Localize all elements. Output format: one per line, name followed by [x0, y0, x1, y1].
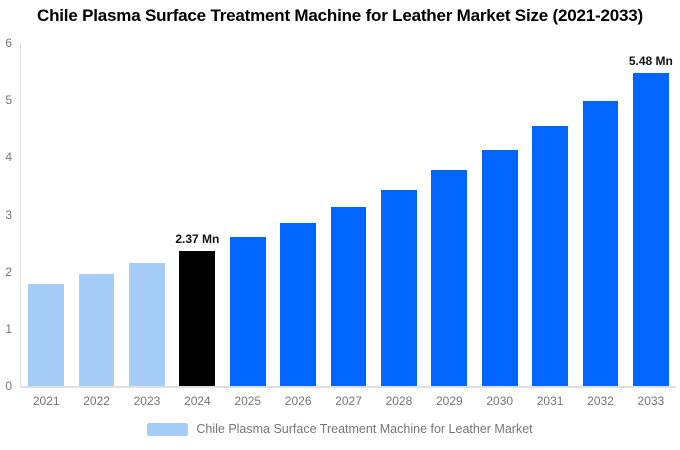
x-tick-label: 2033 [637, 394, 665, 408]
x-tick-label: 2027 [335, 394, 362, 408]
bar-2027[interactable] [330, 207, 367, 386]
bar-column-2030: 2030 [475, 43, 525, 407]
x-tick-label: 2031 [536, 394, 564, 408]
bar-column-2025: 2025 [223, 43, 273, 407]
bar-column-2029: 2029 [424, 43, 474, 407]
y-tick-label: 4 [5, 150, 12, 165]
y-tick-label: 5 [5, 93, 12, 108]
bar-column-2021: 2021 [21, 43, 71, 407]
bar-column-2032: 2032 [575, 43, 625, 407]
y-tick-label: 3 [5, 207, 12, 222]
bar-2031[interactable] [532, 126, 568, 386]
x-tick-label: 2026 [284, 394, 312, 408]
bar-column-2031: 2031 [525, 43, 575, 407]
x-tick-label: 2025 [234, 394, 262, 408]
x-tick-label: 2022 [83, 394, 110, 408]
bar-2032[interactable] [582, 101, 619, 386]
x-tick-label: 2030 [486, 394, 514, 408]
bar-column-2028: 2028 [374, 43, 424, 407]
x-tick-label: 2029 [435, 394, 463, 408]
bar-column-2022: 2022 [71, 43, 121, 407]
y-tick-label: 1 [5, 321, 12, 336]
bar-2029[interactable] [431, 170, 468, 386]
x-tick-label: 2024 [184, 394, 211, 408]
bar-2021[interactable] [28, 284, 65, 386]
bar-value-label: 5.48 Mn [628, 53, 673, 68]
bar-column-2026: 2026 [273, 43, 323, 407]
bar-2033[interactable] [633, 72, 669, 386]
bar-2028[interactable] [381, 189, 417, 386]
x-tick-label: 2028 [385, 394, 413, 408]
legend-swatch-icon [147, 423, 189, 436]
y-tick-label: 0 [5, 379, 12, 393]
bar-column-2033: 5.48 Mn 2033 [626, 43, 676, 407]
bar-column-2024: 2.37 Mn 2024 [172, 43, 222, 407]
bar-column-2023: 2023 [122, 43, 172, 407]
y-tick-label: 6 [5, 36, 12, 50]
y-axis: 0 1 2 3 4 5 6 [5, 37, 676, 392]
x-tick-label: 2021 [32, 394, 60, 408]
bar-2022[interactable] [78, 273, 115, 386]
chart-title: Chile Plasma Surface Treatment Machine f… [37, 6, 643, 25]
legend-label: Chile Plasma Surface Treatment Machine f… [196, 422, 533, 437]
bar-2023[interactable] [129, 262, 165, 386]
bar-2026[interactable] [280, 223, 317, 386]
y-tick-label: 2 [5, 264, 12, 279]
x-tick-label: 2032 [587, 394, 614, 408]
bar-2024[interactable] [179, 250, 216, 386]
x-tick-label: 2023 [133, 394, 161, 408]
bars-row: 2021 2022 2023 2.37 Mn 2024 2025 2026 2027 2028 2… [21, 43, 676, 407]
bar-value-label: 2.37 Mn [175, 231, 220, 246]
bar-2025[interactable] [229, 237, 266, 386]
legend-item[interactable]: Chile Plasma Surface Treatment Machine f… [0, 423, 680, 436]
bar-column-2027: 2027 [323, 43, 373, 407]
bar-2030[interactable] [481, 149, 518, 386]
